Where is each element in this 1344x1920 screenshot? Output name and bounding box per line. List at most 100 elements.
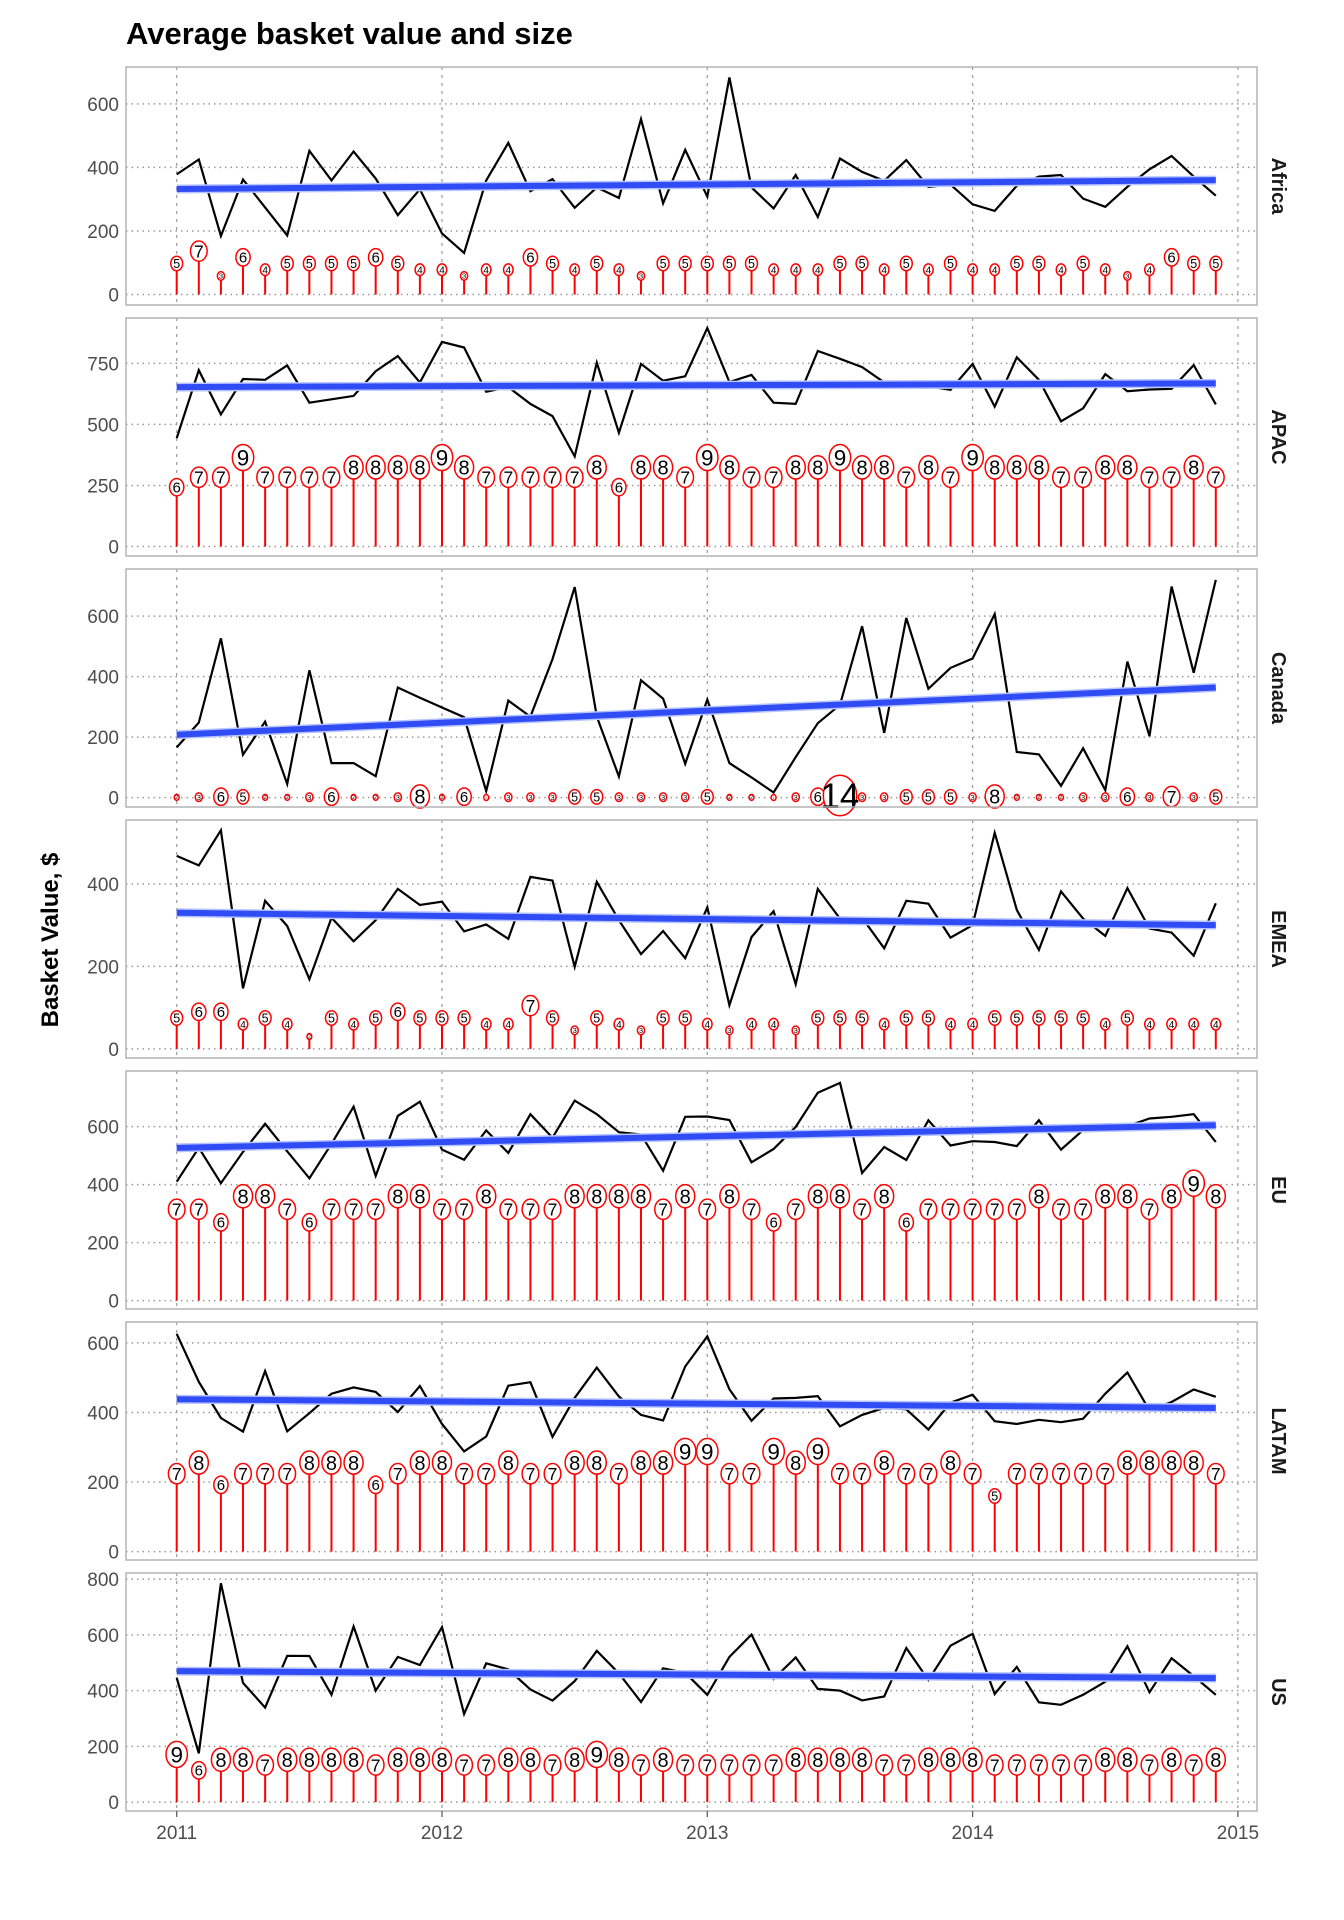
- size-marker: [346, 255, 361, 272]
- size-marker: [302, 255, 317, 272]
- size-marker: [1117, 1450, 1138, 1475]
- size-label: 5: [394, 257, 401, 271]
- size-marker: [276, 1747, 298, 1773]
- size-label: 7: [702, 1200, 712, 1220]
- size-label: 4: [926, 265, 932, 276]
- size-label: 2: [264, 795, 267, 801]
- size-label: 5: [571, 790, 578, 804]
- size-marker: [608, 1747, 630, 1773]
- size-label: 7: [459, 1755, 469, 1775]
- y-tick-label: 0: [108, 286, 119, 307]
- size-marker: [899, 1009, 913, 1026]
- size-label: 5: [1035, 1011, 1042, 1025]
- size-label: 3: [639, 272, 643, 281]
- size-marker: [811, 1009, 825, 1026]
- size-label: 7: [260, 468, 270, 488]
- y-tick-label: 0: [108, 537, 119, 558]
- size-label: 8: [414, 458, 425, 480]
- size-marker: [543, 1198, 562, 1221]
- size-label: 3: [573, 1026, 577, 1035]
- size-marker: [726, 793, 733, 802]
- size-marker: [237, 1017, 249, 1031]
- size-label: 3: [1192, 793, 1196, 802]
- size-label: 5: [682, 1011, 689, 1025]
- size-label: 8: [923, 458, 934, 480]
- y-tick-label: 0: [108, 1543, 119, 1564]
- size-marker: [1182, 1169, 1206, 1197]
- size-label: 7: [1078, 1755, 1088, 1775]
- size-label: 5: [284, 257, 291, 271]
- size-marker: [409, 784, 431, 809]
- panel-background: [126, 318, 1257, 556]
- size-marker: [1078, 792, 1088, 803]
- size-label: 5: [439, 1011, 446, 1025]
- size-label: 7: [327, 1200, 337, 1220]
- size-label: 8: [569, 1453, 580, 1475]
- size-marker: [1161, 1183, 1182, 1209]
- size-label: 5: [328, 257, 335, 271]
- size-label: 5: [925, 1011, 932, 1025]
- size-marker: [258, 1009, 272, 1026]
- size-marker: [590, 788, 604, 805]
- size-label: 8: [945, 1750, 956, 1772]
- size-marker: [636, 792, 646, 803]
- size-label: 5: [660, 1011, 667, 1025]
- size-label: 6: [217, 1477, 225, 1494]
- size-marker: [698, 1754, 717, 1776]
- y-tick-label: 750: [87, 354, 119, 375]
- size-marker: [720, 1754, 739, 1776]
- size-label: 6: [902, 1215, 910, 1232]
- size-marker: [1209, 788, 1223, 805]
- size-marker: [1166, 1017, 1178, 1031]
- size-label: 4: [1169, 1020, 1175, 1031]
- size-marker: [190, 1760, 207, 1780]
- size-label: 7: [1056, 1755, 1066, 1775]
- size-label: 4: [572, 265, 578, 276]
- basket-value-line: [175, 1583, 1217, 1754]
- size-label: 8: [1122, 1186, 1133, 1208]
- size-label: 3: [882, 793, 886, 802]
- size-marker: [855, 1009, 869, 1026]
- size-marker: [879, 792, 889, 803]
- size-marker: [1007, 1754, 1026, 1776]
- size-label: 5: [1058, 1011, 1065, 1025]
- size-marker: [941, 1198, 960, 1221]
- size-marker: [366, 1754, 385, 1776]
- size-label: 3: [794, 1026, 798, 1035]
- size-marker: [1051, 1754, 1071, 1776]
- size-label: 8: [879, 1453, 890, 1475]
- size-label: 7: [857, 1464, 867, 1484]
- size-label: 2: [750, 795, 753, 801]
- size-marker: [878, 1017, 890, 1031]
- size-marker: [1140, 1198, 1159, 1221]
- size-marker: [1123, 270, 1132, 282]
- size-marker: [985, 1198, 1004, 1221]
- size-label: 5: [1080, 1011, 1087, 1025]
- size-marker: [548, 792, 557, 803]
- size-marker: [1074, 1198, 1093, 1221]
- size-marker: [1139, 1450, 1160, 1475]
- panel-border: [125, 1572, 1258, 1812]
- size-label: 3: [794, 793, 798, 802]
- size-marker: [1010, 255, 1024, 272]
- size-label: 8: [414, 787, 425, 809]
- size-label: 7: [769, 1755, 779, 1775]
- trend-line: [176, 909, 1216, 929]
- size-marker: [807, 455, 829, 480]
- size-marker: [1035, 793, 1043, 802]
- size-marker: [236, 788, 250, 805]
- size-label: 7: [857, 1200, 867, 1220]
- size-label: 5: [748, 257, 755, 271]
- size-marker: [614, 792, 624, 803]
- size-marker: [367, 247, 384, 267]
- size-marker: [700, 255, 714, 272]
- size-marker: [985, 1754, 1004, 1776]
- size-marker: [1032, 1009, 1046, 1026]
- size-label: 9: [591, 1743, 604, 1768]
- size-marker: [678, 1009, 692, 1026]
- size-marker: [1140, 1754, 1159, 1776]
- panel-canada: 0 200 400 600 2 3 6 5 2 2 3 6 2 2 3 8 2 6 1 3 3 3 5 5 3 3 3 3 5 2 2 1 3 6…: [87, 568, 1289, 817]
- size-label: 7: [680, 1755, 690, 1775]
- size-marker: [1100, 792, 1110, 803]
